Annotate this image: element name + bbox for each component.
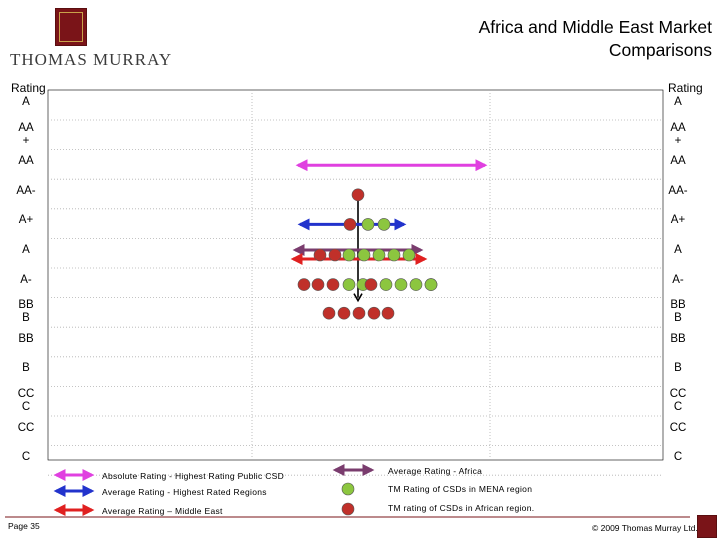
legend-label-africa: Average Rating - Africa: [388, 466, 483, 476]
legend-label-mena-dots: TM Rating of CSDs in MENA region: [388, 484, 533, 494]
title-line-1: Africa and Middle East Market: [478, 17, 712, 37]
rating-dot-green: [387, 248, 401, 262]
y-tick-label-right: BB B: [670, 299, 686, 325]
y-tick-label-left: AA +: [18, 121, 34, 147]
rating-dot-dark_red: [322, 306, 336, 320]
y-tick-label-left: A+: [18, 214, 34, 227]
y-tick-label-left: CC C: [17, 388, 35, 413]
legend-dot-green: [341, 482, 355, 496]
y-tick-label-right: AA-: [668, 184, 688, 197]
legend-label-africa-dots: TM rating of CSDs in African region.: [388, 503, 535, 513]
y-tick-label-right: A: [674, 244, 682, 256]
rating-dot-dark_red: [367, 306, 381, 320]
rating-dot-green: [342, 248, 356, 262]
y-tick-label-right: CC C: [669, 388, 687, 413]
legend-label-middle-east: Average Rating – Middle East: [102, 506, 223, 516]
title-line-2: Comparisons: [608, 40, 712, 60]
slide-title: Africa and Middle East Market Comparison…: [382, 16, 712, 62]
y-tick-label-left: A: [22, 96, 30, 108]
y-tick-label-right: A: [674, 96, 682, 108]
rating-dot-green: [377, 218, 391, 231]
logo-emblem-icon: [55, 8, 87, 46]
rating-dot-dark_red: [352, 306, 366, 320]
corner-logo-icon: [697, 515, 717, 538]
rating-dot-dark_red: [313, 248, 327, 262]
rating-header-right: Rating: [668, 82, 703, 95]
y-tick-label-right: AA +: [670, 121, 686, 147]
rating-header-right-text: Rating: [668, 81, 703, 95]
rating-dot-green: [357, 248, 371, 262]
rating-dot-green: [402, 248, 416, 262]
y-tick-label-right: B: [674, 362, 682, 375]
legend-dot-dark-red: [341, 502, 355, 516]
legend-label-public-csd: Absolute Rating - Highest Rating Public …: [102, 471, 285, 481]
rating-dot-dark_red: [311, 278, 325, 291]
y-tick-label-right: A-: [672, 273, 684, 286]
y-tick-label-left: BB B: [18, 299, 34, 325]
thomas-murray-logo: THOMAS MURRAY: [10, 8, 173, 70]
rating-dot-green: [394, 278, 408, 291]
y-tick-label-left: A-: [20, 273, 32, 286]
rating-dot-dark_red: [337, 306, 351, 320]
rating-dot-green: [361, 218, 375, 231]
rating-dot-dark_red: [297, 278, 311, 291]
rating-dot-green: [409, 278, 423, 291]
plot-frame: [47, 89, 664, 461]
y-tick-label-right: A+: [670, 214, 686, 227]
y-tick-label-left: AA-: [16, 184, 36, 197]
rating-dot-green: [372, 248, 386, 262]
y-tick-label-left: CC: [17, 421, 35, 434]
logo-text: THOMAS MURRAY: [10, 50, 173, 69]
rating-dot-dark_red: [351, 188, 365, 202]
y-tick-label-right: C: [673, 451, 683, 464]
page-number: Page 35: [8, 521, 40, 531]
rating-dot-dark_red: [364, 278, 378, 291]
rating-dot-green: [342, 278, 356, 291]
rating-dot-dark_red: [326, 278, 340, 291]
y-tick-label-left: A: [22, 244, 30, 256]
rating-dot-green: [424, 278, 438, 291]
copyright: © 2009 Thomas Murray Ltd.: [592, 523, 698, 533]
y-tick-label-right: BB: [670, 332, 686, 345]
y-tick-label-left: AA: [18, 155, 34, 168]
rating-header-left: Rating: [11, 82, 46, 95]
y-tick-label-left: C: [21, 451, 31, 464]
rating-dot-dark_red: [343, 218, 357, 231]
y-tick-label-left: B: [22, 362, 30, 375]
rating-dot-dark_red: [328, 248, 342, 262]
y-tick-label-right: AA: [670, 155, 686, 168]
reference-arrowhead: [353, 293, 363, 303]
rating-header-left-text: Rating: [11, 81, 46, 95]
legend-label-highest-regions: Average Rating - Highest Rated Regions: [102, 487, 267, 497]
y-tick-label-left: BB: [18, 332, 34, 345]
rating-dot-green: [379, 278, 393, 291]
y-tick-label-right: CC: [669, 421, 687, 434]
rating-dot-dark_red: [381, 306, 395, 320]
